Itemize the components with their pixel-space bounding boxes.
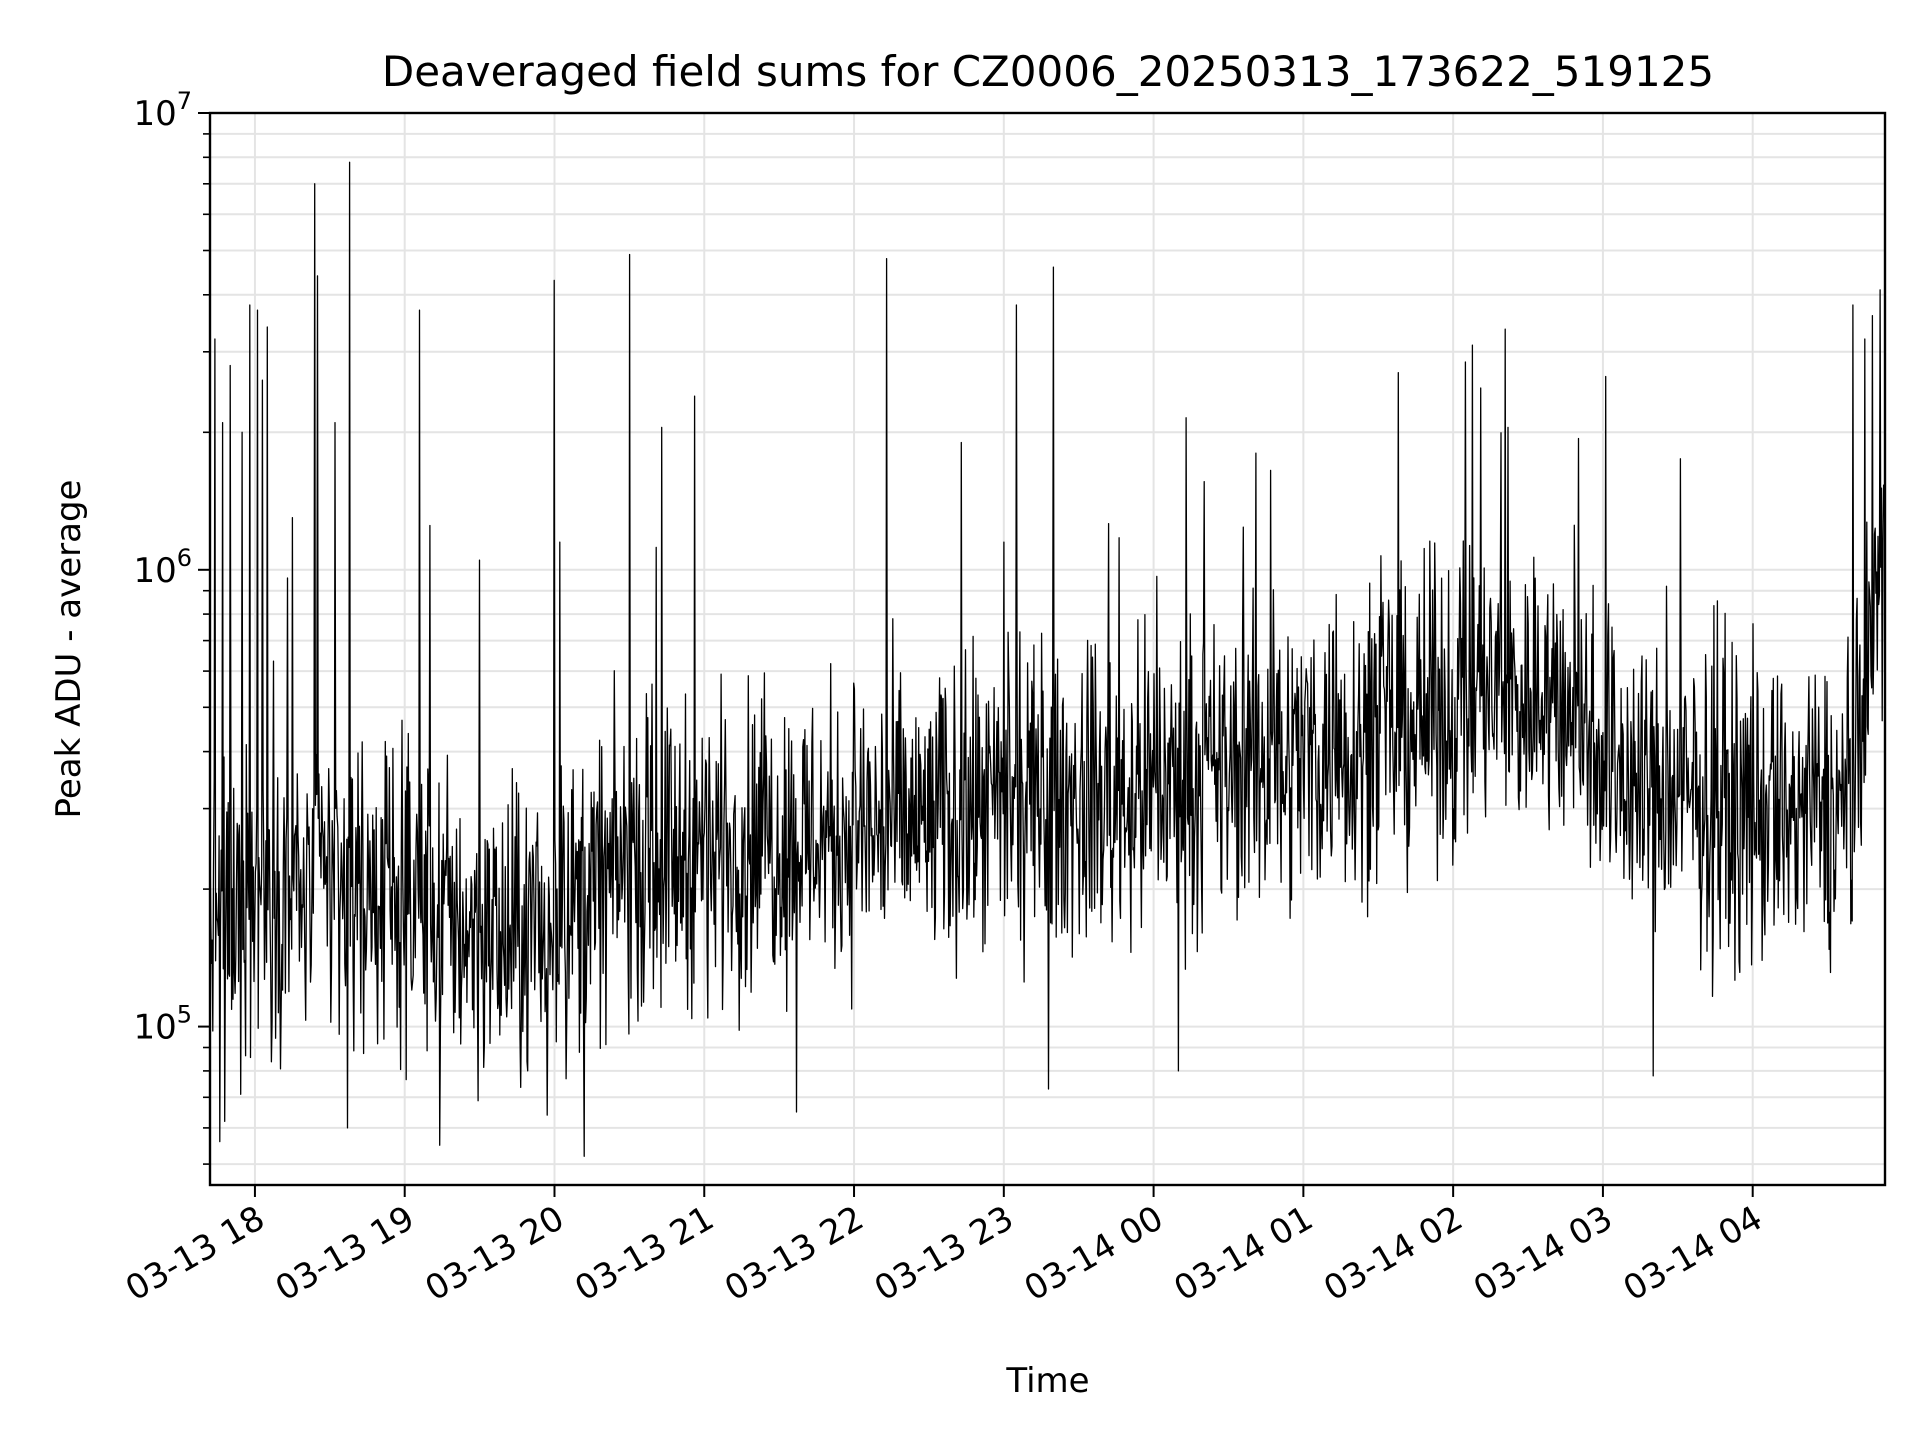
chart-title: Deaveraged field sums for CZ0006_2025031… xyxy=(382,47,1714,96)
y-tick-label: 107 xyxy=(133,87,192,134)
y-tick-label-exponent: 7 xyxy=(177,87,192,115)
y-tick-label-base: 10 xyxy=(133,94,176,134)
plot-frame xyxy=(208,111,1887,1187)
y-tick-label-exponent: 5 xyxy=(177,1001,192,1029)
series-line xyxy=(209,161,1886,1157)
series-path xyxy=(209,161,1886,1157)
y-tick-label-exponent: 6 xyxy=(177,544,192,572)
y-tick-label: 105 xyxy=(133,1001,192,1048)
y-tick-label-base: 10 xyxy=(133,551,176,591)
x-axis-label: Time xyxy=(1005,1361,1089,1401)
y-tick-label-base: 10 xyxy=(133,1008,176,1048)
y-axis-label: Peak ADU - average xyxy=(49,480,89,819)
y-tick-label: 106 xyxy=(133,544,192,591)
